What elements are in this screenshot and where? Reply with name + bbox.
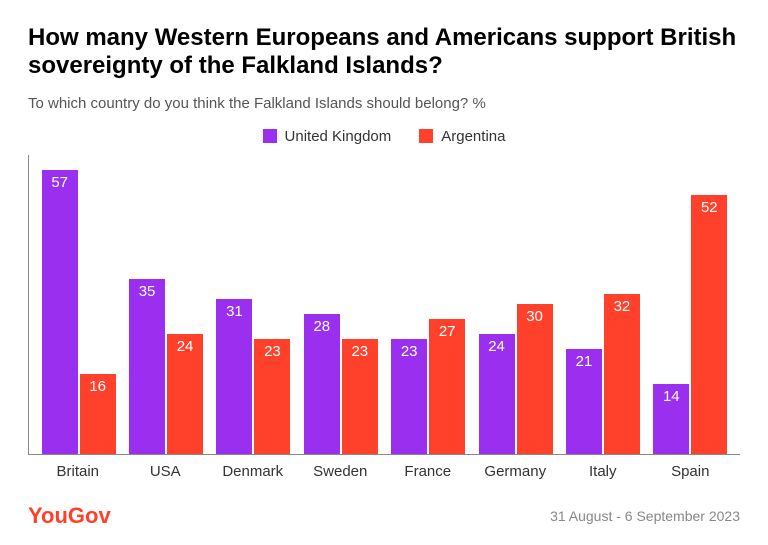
- x-axis-label: Germany: [472, 463, 560, 480]
- bar: 28: [304, 314, 340, 454]
- chart-title: How many Western Europeans and Americans…: [28, 24, 740, 81]
- x-axis-label: USA: [122, 463, 210, 480]
- bar-value-label: 16: [89, 378, 106, 395]
- bar-value-label: 23: [351, 343, 368, 360]
- bar-group: 23 27: [385, 155, 472, 454]
- bar-value-label: 24: [488, 338, 505, 355]
- bar: 52: [691, 195, 727, 454]
- bar-value-label: 32: [614, 298, 631, 315]
- bar-group: 24 30: [472, 155, 559, 454]
- bar-group: 35 24: [122, 155, 209, 454]
- yougov-logo: YouGov: [28, 503, 111, 529]
- bar-value-label: 52: [701, 199, 718, 216]
- date-range: 31 August - 6 September 2023: [550, 508, 740, 524]
- x-axis-labels: BritainUSADenmarkSwedenFranceGermanyItal…: [28, 463, 740, 480]
- bar-value-label: 31: [226, 303, 243, 320]
- logo-gov: Gov: [68, 503, 111, 529]
- bar-value-label: 57: [51, 174, 68, 191]
- bar: 23: [391, 339, 427, 454]
- bar: 23: [254, 339, 290, 454]
- legend-swatch: [419, 129, 433, 143]
- bar: 31: [216, 299, 252, 453]
- x-axis-label: Denmark: [209, 463, 297, 480]
- bar-value-label: 14: [663, 388, 680, 405]
- bar: 27: [429, 319, 465, 454]
- legend-item: Argentina: [419, 128, 505, 145]
- x-axis-label: Sweden: [297, 463, 385, 480]
- x-axis-label: Spain: [647, 463, 735, 480]
- legend: United Kingdom Argentina: [28, 128, 740, 145]
- bar-group: 21 32: [559, 155, 646, 454]
- bar-value-label: 23: [264, 343, 281, 360]
- bar-value-label: 27: [439, 323, 456, 340]
- bar: 16: [80, 374, 116, 454]
- bar-value-label: 24: [177, 338, 194, 355]
- x-axis-label: Italy: [559, 463, 647, 480]
- bar-value-label: 21: [576, 353, 593, 370]
- bar: 21: [566, 349, 602, 454]
- bar: 35: [129, 279, 165, 453]
- chart-plot-area: 57 16 35 24 31 23 28 23 23 27 24 30 21 32 14 52: [28, 155, 740, 455]
- bar: 14: [653, 384, 689, 454]
- bar: 23: [342, 339, 378, 454]
- bar-value-label: 35: [139, 283, 156, 300]
- bar-group: 14 52: [647, 155, 734, 454]
- bar-group: 57 16: [35, 155, 122, 454]
- legend-item: United Kingdom: [263, 128, 392, 145]
- bar-value-label: 30: [526, 308, 543, 325]
- legend-swatch: [263, 129, 277, 143]
- chart-footer: YouGov 31 August - 6 September 2023: [28, 503, 740, 529]
- bar-group: 28 23: [297, 155, 384, 454]
- bar: 24: [167, 334, 203, 454]
- legend-label: United Kingdom: [285, 128, 392, 145]
- x-axis-label: Britain: [34, 463, 122, 480]
- bar: 57: [42, 170, 78, 454]
- legend-label: Argentina: [441, 128, 505, 145]
- logo-you: You: [28, 503, 68, 529]
- bar-group: 31 23: [210, 155, 297, 454]
- bar-groups: 57 16 35 24 31 23 28 23 23 27 24 30 21 32 14 52: [29, 155, 740, 454]
- bar: 30: [517, 304, 553, 454]
- bar-value-label: 28: [313, 318, 330, 335]
- x-axis-label: France: [384, 463, 472, 480]
- bar: 32: [604, 294, 640, 453]
- bar: 24: [479, 334, 515, 454]
- chart-subtitle: To which country do you think the Falkla…: [28, 95, 740, 112]
- bar-value-label: 23: [401, 343, 418, 360]
